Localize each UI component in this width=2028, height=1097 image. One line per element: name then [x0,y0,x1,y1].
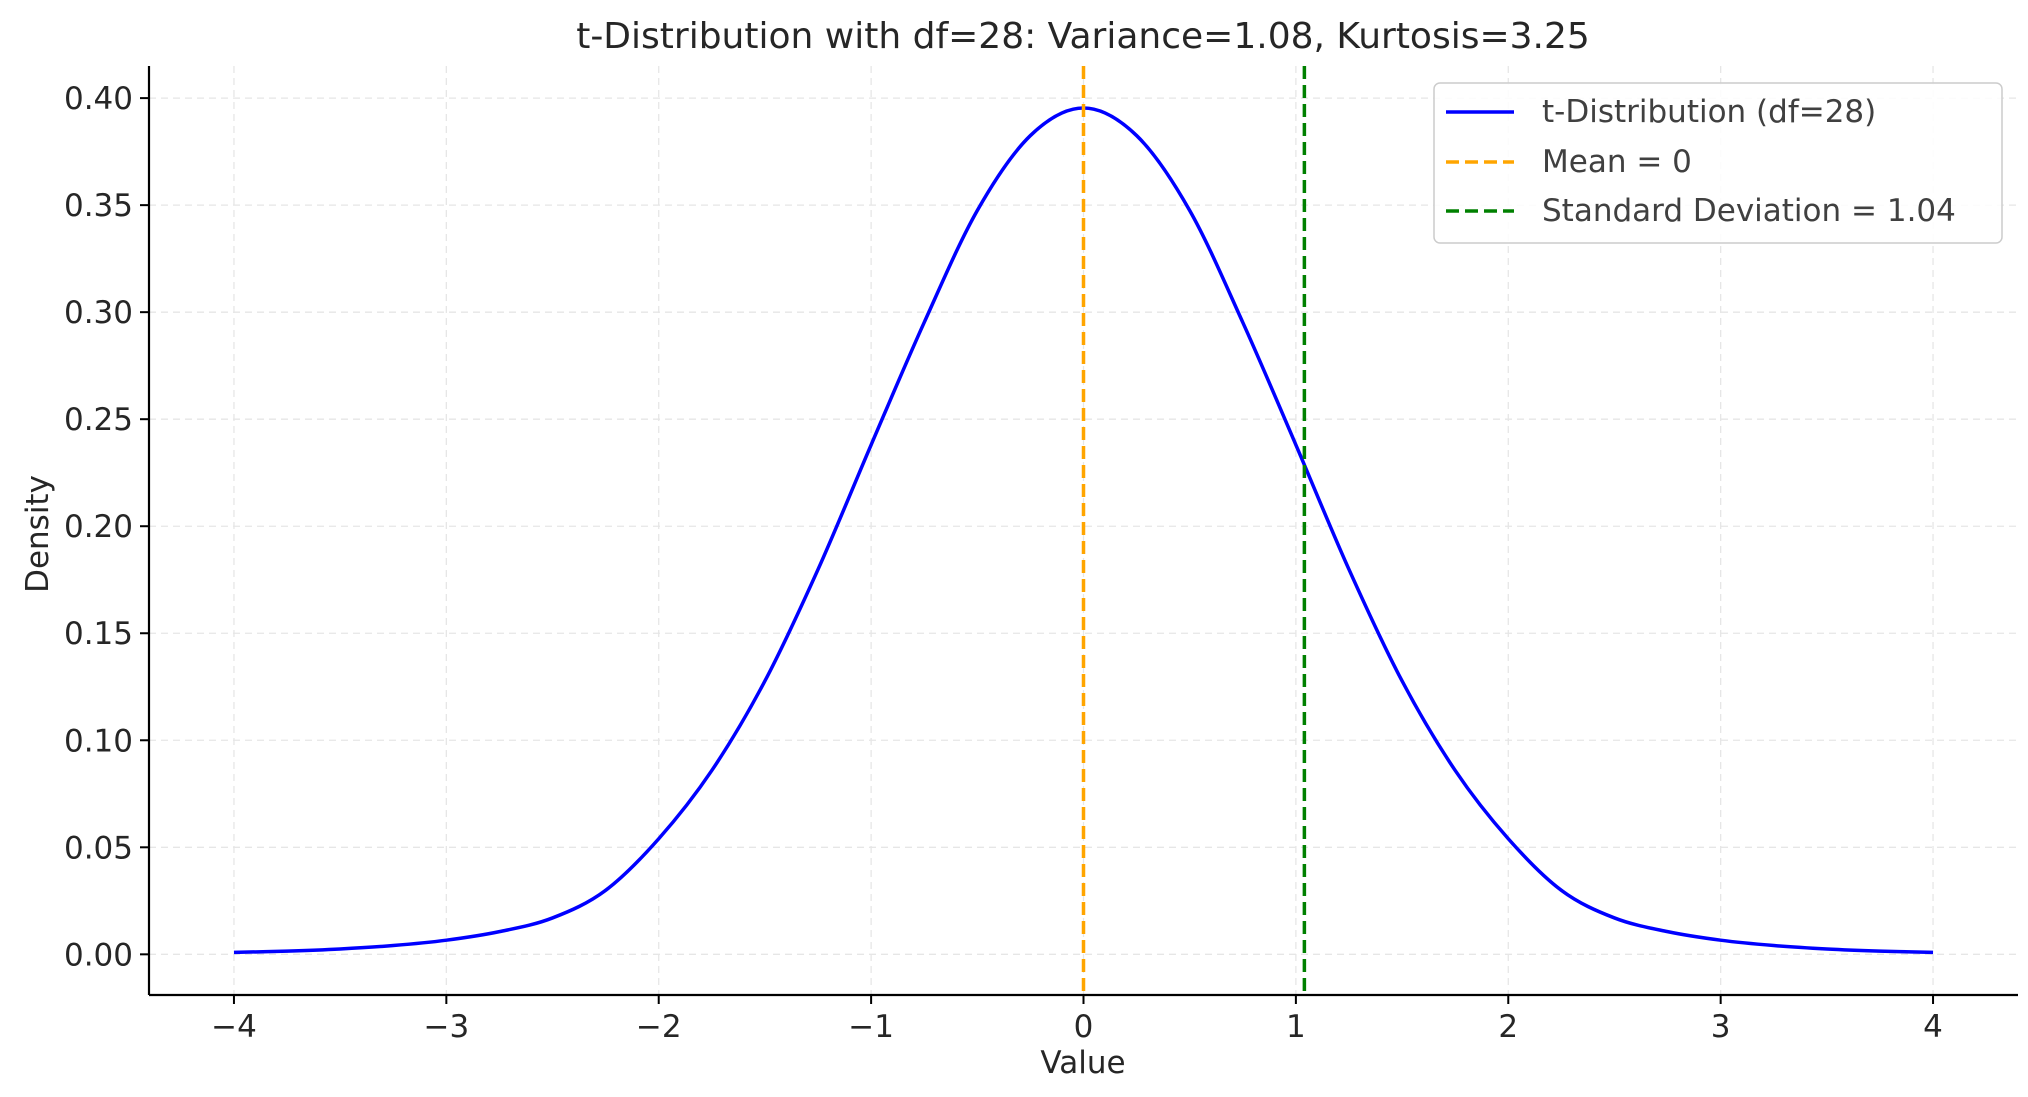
y-tick-label: 0.15 [64,616,133,652]
plot-area [233,66,1934,995]
y-tick-label: 0.20 [64,509,133,545]
x-tick-label: 4 [1923,1009,1943,1045]
x-tick-label: −4 [211,1009,257,1045]
x-tick-label: 2 [1498,1009,1518,1045]
y-tick-label: 0.35 [64,188,133,224]
y-tick-label: 0.05 [64,830,133,866]
legend-label-standard-deviation: Standard Deviation = 1.04 [1542,193,1956,229]
y-tick-label: 0.40 [64,81,133,117]
y-axis-label: Density [20,475,56,593]
x-axis-label: Value [1040,1045,1125,1081]
y-tick-label: 0.30 [64,295,133,331]
legend-frame [1433,82,2003,244]
legend-label-t-distribution: t-Distribution (df=28) [1542,94,1876,130]
y-tick-label: 0.25 [64,402,133,438]
chart-title: t-Distribution with df=28: Variance=1.08… [576,16,1590,57]
x-tick-label: 3 [1711,1009,1731,1045]
tick-labels: −4 −3 −2 −1 0 1 2 3 4 0.00 0.05 0.10 0.15 0.20 0.25 0.3… [64,81,1943,1045]
x-tick-label: −2 [636,1009,682,1045]
x-tick-label: −1 [848,1009,894,1045]
y-tick-label: 0.10 [64,723,133,759]
x-tick-label: 0 [1074,1009,1094,1045]
legend-label-mean: Mean = 0 [1542,144,1692,180]
y-tick-label: 0.00 [64,937,133,973]
x-tick-label: 1 [1286,1009,1306,1045]
axes [140,66,2018,1004]
x-tick-label: −3 [423,1009,469,1045]
legend: t-Distribution (df=28) Mean = 0 Standard… [1433,82,2003,244]
